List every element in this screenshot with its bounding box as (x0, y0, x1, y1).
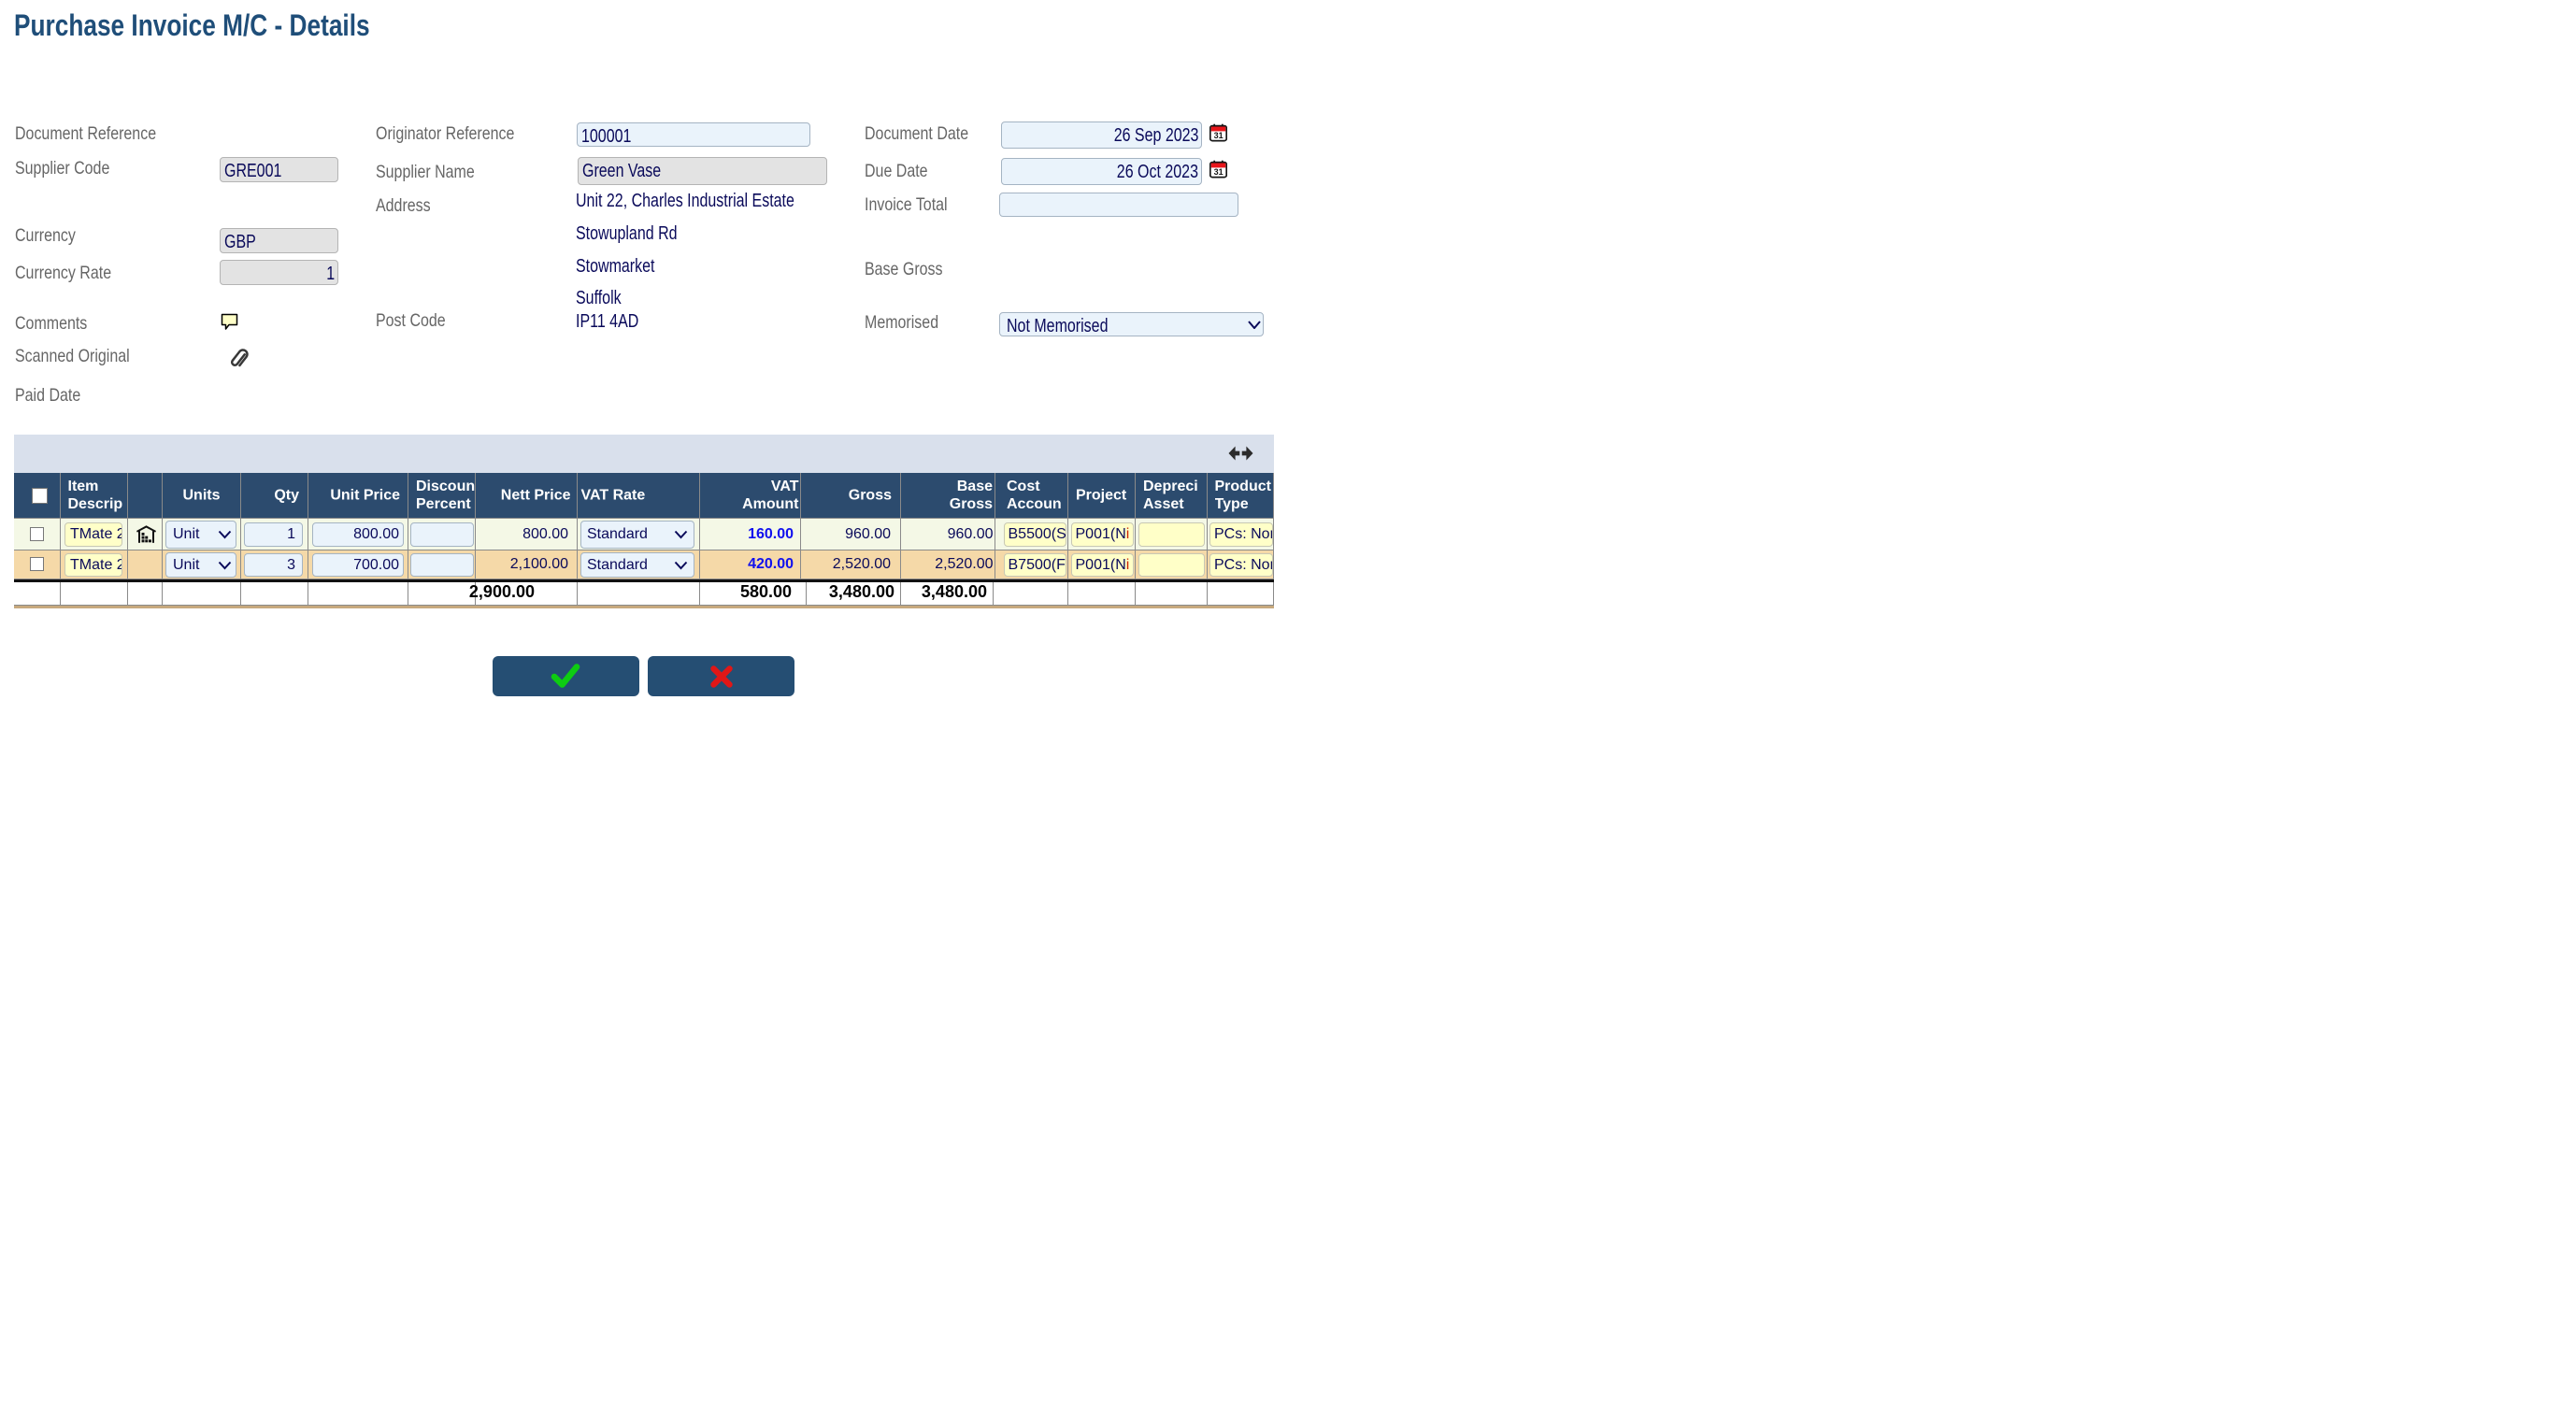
svg-text:31: 31 (1214, 167, 1224, 177)
svg-text:31: 31 (1214, 131, 1224, 140)
